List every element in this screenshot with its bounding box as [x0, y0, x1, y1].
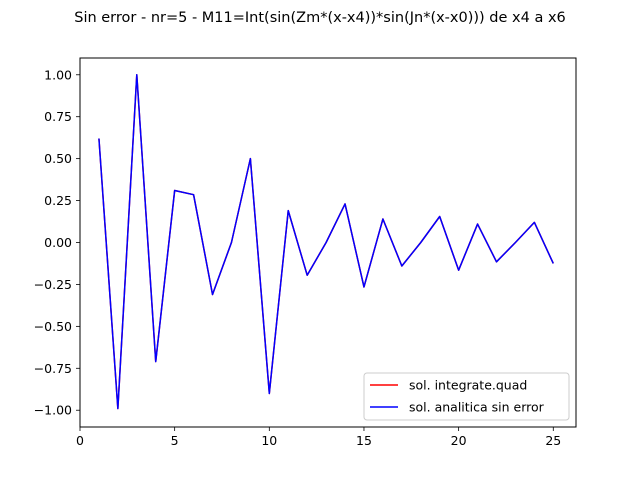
y-tick-label: 0.50 [44, 151, 72, 166]
x-tick-label: 5 [171, 433, 179, 448]
y-tick-label: −0.25 [34, 277, 72, 292]
x-tick-label: 25 [545, 433, 561, 448]
legend-box [363, 372, 570, 421]
x-tick-label: 20 [451, 433, 467, 448]
x-axis: 0 5 10 15 20 25 [76, 427, 561, 448]
x-tick-label: 0 [76, 433, 84, 448]
y-tick-label: −0.50 [34, 319, 72, 334]
y-tick-label: 0.75 [44, 109, 72, 124]
y-tick-label: −1.00 [34, 403, 72, 418]
legend: sol. integrate.quad sol. analitica sin e… [363, 372, 570, 421]
legend-label-integrate-quad: sol. integrate.quad [409, 378, 527, 393]
x-tick-label: 15 [356, 433, 372, 448]
y-axis: 1.00 0.75 0.50 0.25 0.00 −0.25 −0.50 −0.75 −1.00 [34, 67, 80, 418]
y-tick-label: 0.25 [44, 193, 72, 208]
legend-label-analitica: sol. analitica sin error [409, 400, 545, 415]
x-tick-label: 10 [261, 433, 277, 448]
y-tick-label: 0.00 [44, 235, 72, 250]
y-tick-label: −0.75 [34, 361, 72, 376]
chart-title: Sin error - nr=5 - M11=Int(sin(Zm*(x-x4)… [74, 10, 566, 26]
series-layer [98, 74, 554, 410]
y-tick-label: 1.00 [44, 67, 72, 82]
series-line-1 [98, 74, 554, 410]
